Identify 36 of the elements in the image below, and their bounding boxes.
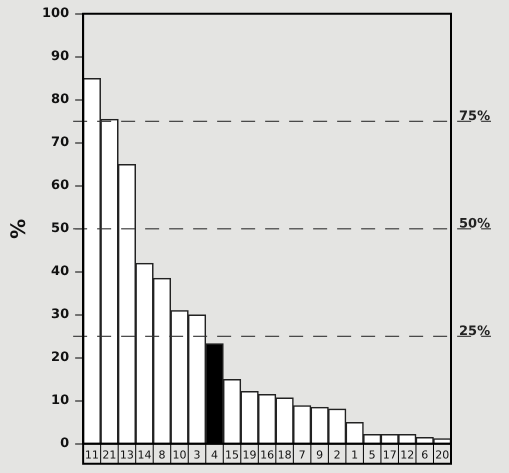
x-tick-label: 13 [120,448,134,462]
y-tick-label: 30 [51,307,70,322]
x-tick-label: 8 [158,448,166,462]
x-tick-label: 11 [84,448,99,462]
x-tick-label: 9 [316,448,324,462]
x-tick-label: 14 [137,448,152,462]
x-tick-label: 16 [260,448,274,462]
x-tick-label: 4 [211,448,218,462]
x-tick-label: 20 [435,448,450,462]
x-tick-label: 17 [382,448,397,462]
y-tick-label: 70 [51,135,70,150]
x-tick-label: 3 [194,448,200,462]
x-tick-label: 18 [278,448,292,462]
x-tick-label: 12 [400,448,414,462]
x-tick-label: 5 [368,448,376,462]
y-axis-title: % [6,218,30,239]
y-tick-label: 50 [51,221,70,236]
y-tick-label: 80 [51,92,70,108]
y-tick-label: 10 [51,393,70,408]
x-tick-label: 15 [225,448,240,462]
x-tick-label: 21 [102,448,116,462]
y-tick-label: 40 [51,264,70,280]
ref-line-label: 50% [459,216,490,232]
x-tick-label: 2 [334,448,341,462]
x-tick-label: 19 [242,448,257,462]
x-tick-label: 10 [172,448,186,462]
y-tick-label: 0 [60,436,70,452]
y-tick-label: 20 [51,350,70,366]
x-tick-label: 6 [421,448,428,462]
ref-line-label: 75% [459,109,490,124]
y-tick-label: 100 [42,6,70,22]
x-tick-label: 1 [351,448,358,462]
y-tick-label: 90 [51,49,70,64]
x-tick-label: 7 [298,448,306,462]
ref-line-label: 25% [459,324,490,340]
y-tick-label: 60 [51,178,70,194]
